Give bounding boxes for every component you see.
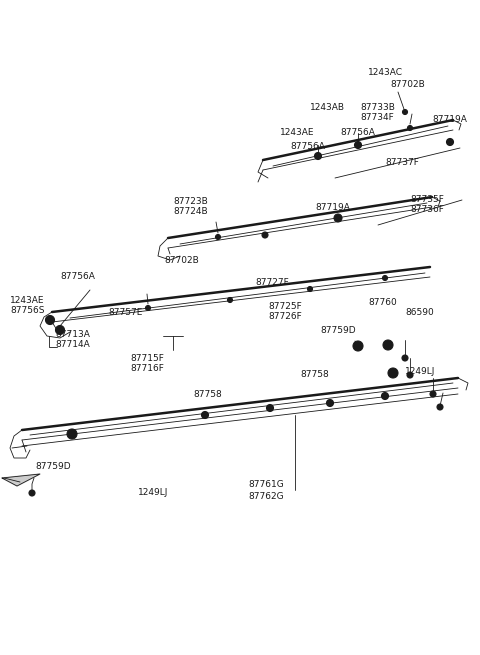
Circle shape — [382, 392, 388, 400]
Text: 1243AE: 1243AE — [10, 296, 45, 305]
Text: 87725F: 87725F — [268, 302, 302, 311]
Circle shape — [266, 405, 274, 411]
Text: 87760: 87760 — [368, 298, 397, 307]
Circle shape — [46, 316, 55, 324]
Circle shape — [326, 400, 334, 407]
Text: 87733B: 87733B — [360, 103, 395, 112]
Circle shape — [216, 234, 220, 240]
Text: 87758: 87758 — [193, 390, 222, 399]
Circle shape — [355, 141, 361, 149]
Text: 87713A: 87713A — [55, 330, 90, 339]
Text: 87727F: 87727F — [255, 278, 289, 287]
Text: 87756A: 87756A — [340, 128, 375, 137]
Text: 86590: 86590 — [405, 308, 434, 317]
Text: 87719A: 87719A — [315, 203, 350, 212]
Circle shape — [388, 368, 398, 378]
Text: 87759D: 87759D — [320, 326, 356, 335]
Text: 87757E: 87757E — [108, 308, 143, 317]
Text: 87756S: 87756S — [10, 306, 45, 315]
Circle shape — [353, 341, 363, 351]
Circle shape — [407, 372, 413, 378]
Circle shape — [262, 232, 268, 238]
Polygon shape — [2, 474, 40, 486]
Text: 87702B: 87702B — [164, 256, 199, 265]
Circle shape — [334, 214, 342, 222]
Text: 87724B: 87724B — [173, 207, 208, 216]
Text: 87735F: 87735F — [410, 195, 444, 204]
Circle shape — [228, 297, 232, 303]
Circle shape — [437, 404, 443, 410]
Text: 87756A: 87756A — [290, 142, 325, 151]
Text: 87737F: 87737F — [385, 158, 419, 167]
Circle shape — [446, 138, 454, 145]
Circle shape — [202, 411, 208, 419]
Text: 87715F: 87715F — [130, 354, 164, 363]
Circle shape — [308, 286, 312, 291]
Circle shape — [56, 326, 64, 335]
Circle shape — [268, 407, 272, 409]
Circle shape — [314, 153, 322, 160]
Text: 87762G: 87762G — [248, 492, 284, 501]
Text: 1243AE: 1243AE — [280, 128, 314, 137]
Circle shape — [356, 344, 360, 348]
Text: 87756A: 87756A — [60, 272, 95, 281]
Circle shape — [204, 413, 206, 417]
Circle shape — [29, 490, 35, 496]
Text: 87759D: 87759D — [35, 462, 71, 471]
Circle shape — [145, 305, 151, 310]
Text: 87719A: 87719A — [432, 115, 467, 124]
Text: 1249LJ: 1249LJ — [405, 367, 435, 376]
Circle shape — [67, 429, 77, 439]
Text: 87714A: 87714A — [55, 340, 90, 349]
Text: 1249LJ: 1249LJ — [138, 488, 168, 497]
Circle shape — [402, 355, 408, 361]
Circle shape — [384, 394, 386, 398]
Text: 87702B: 87702B — [390, 80, 425, 89]
Text: 87723B: 87723B — [173, 197, 208, 206]
Text: 87758: 87758 — [300, 370, 329, 379]
Circle shape — [328, 402, 332, 405]
Text: 1243AC: 1243AC — [368, 68, 403, 77]
Circle shape — [430, 391, 436, 397]
Text: 87761G: 87761G — [248, 480, 284, 489]
Circle shape — [403, 109, 408, 115]
Circle shape — [408, 126, 412, 130]
Text: 87726F: 87726F — [268, 312, 302, 321]
Circle shape — [383, 340, 393, 350]
Text: 87716F: 87716F — [130, 364, 164, 373]
Circle shape — [70, 432, 74, 436]
Circle shape — [383, 276, 387, 280]
Text: 87736F: 87736F — [410, 205, 444, 214]
Text: 1243AB: 1243AB — [310, 103, 345, 112]
Circle shape — [391, 371, 395, 375]
Text: 87734F: 87734F — [360, 113, 394, 122]
